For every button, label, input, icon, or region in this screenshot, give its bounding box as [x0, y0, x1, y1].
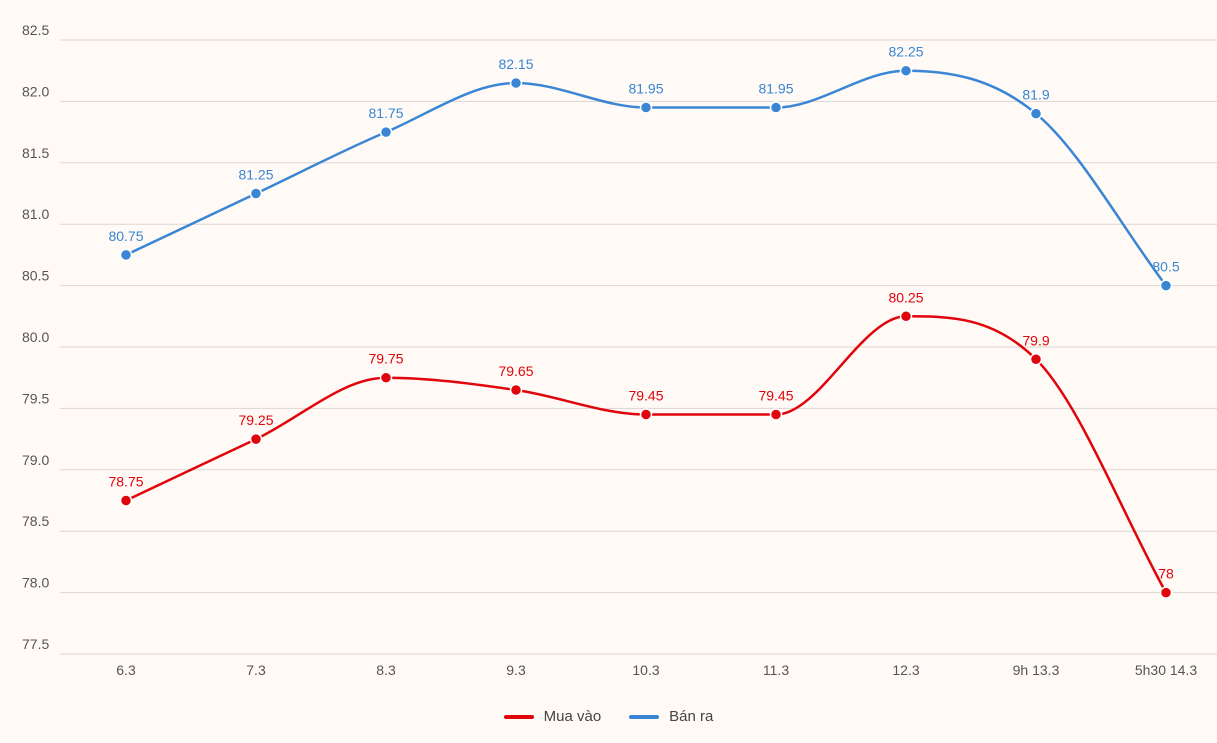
- y-tick-label: 82.0: [22, 83, 49, 99]
- data-point[interactable]: [899, 310, 913, 323]
- data-point[interactable]: [379, 125, 393, 139]
- data-point[interactable]: [1159, 586, 1173, 599]
- data-point[interactable]: [769, 408, 783, 421]
- data-label: 81.95: [758, 81, 793, 97]
- data-label: 79.75: [368, 351, 403, 367]
- data-point[interactable]: [509, 76, 523, 90]
- legend: Mua vào Bán ra: [0, 708, 1217, 725]
- y-tick-label: 81.0: [22, 206, 49, 222]
- grid-lines: [60, 39, 1217, 655]
- data-point[interactable]: [119, 494, 133, 507]
- y-tick-label: 79.0: [22, 452, 49, 468]
- data-point[interactable]: [1159, 279, 1173, 292]
- data-label: 79.65: [498, 363, 533, 379]
- x-tick-label: 6.3: [116, 662, 136, 678]
- data-label: 81.25: [238, 167, 273, 183]
- legend-swatch-buy: [503, 714, 534, 719]
- data-label: 82.25: [888, 44, 923, 60]
- data-label: 80.5: [1152, 259, 1179, 275]
- x-tick-label: 7.3: [246, 662, 266, 678]
- data-label: 81.95: [628, 81, 663, 97]
- series-1: 80.75 81.25 81.75 82.15 81.95 81.95 82.25 81.9 8…: [108, 44, 1180, 292]
- y-tick-label: 82.5: [22, 22, 49, 38]
- x-tick-label: 9.3: [506, 662, 526, 678]
- y-tick-label: 78.0: [22, 575, 49, 591]
- data-label: 79.9: [1022, 332, 1049, 348]
- data-label: 79.45: [758, 388, 793, 404]
- y-tick-label: 79.5: [22, 390, 49, 406]
- data-point[interactable]: [379, 371, 393, 384]
- data-label: 78: [1158, 566, 1174, 582]
- data-label: 81.9: [1022, 87, 1049, 103]
- data-label: 81.75: [368, 105, 403, 121]
- data-point[interactable]: [509, 383, 523, 397]
- data-point[interactable]: [249, 432, 263, 446]
- y-axis-ticks: 77.5 78.0 78.5 79.0 79.5 80.0 80.5 81.0 81.5 82.0…: [22, 22, 49, 652]
- data-point[interactable]: [639, 101, 653, 114]
- data-label: 82.15: [498, 56, 533, 72]
- x-tick-label: 12.3: [892, 662, 919, 678]
- data-label: 80.75: [108, 228, 143, 244]
- data-point[interactable]: [1029, 107, 1043, 120]
- x-tick-label: 10.3: [632, 662, 659, 678]
- data-point[interactable]: [1029, 353, 1043, 366]
- data-label: 80.25: [888, 289, 923, 305]
- x-tick-label: 8.3: [376, 662, 396, 678]
- x-tick-label: 11.3: [763, 662, 789, 678]
- series-0: 78.75 79.25 79.75 79.65 79.45 79.45 80.25 79.9 7…: [108, 289, 1174, 599]
- line-chart: 77.5 78.0 78.5 79.0 79.5 80.0 80.5 81.0 81.5 82.0…: [22, 22, 1217, 678]
- legend-label-buy: Mua vào: [543, 708, 602, 725]
- series-line: [125, 315, 1168, 594]
- data-label: 79.45: [628, 388, 663, 404]
- x-tick-label: 5h30 14.3: [1135, 662, 1197, 678]
- data-point[interactable]: [899, 64, 913, 77]
- data-point[interactable]: [769, 101, 783, 114]
- x-axis-ticks: 6.3 7.3 8.3 9.3 10.3 11.3 12.3 9h 13.3 5h30 14.3: [116, 662, 1197, 678]
- y-tick-label: 80.5: [22, 268, 49, 284]
- y-tick-label: 80.0: [22, 329, 49, 345]
- data-point[interactable]: [119, 248, 133, 262]
- data-point[interactable]: [249, 187, 263, 200]
- legend-label-sell: Bán ra: [669, 708, 714, 725]
- y-tick-label: 77.5: [22, 636, 49, 652]
- legend-swatch-sell: [629, 714, 660, 719]
- x-tick-label: 9h 13.3: [1013, 662, 1060, 678]
- series-lines: 78.75 79.25 79.75 79.65 79.45 79.45 80.25 79.9 7…: [108, 44, 1180, 599]
- legend-item-buy[interactable]: Mua vào: [503, 708, 602, 725]
- y-tick-label: 81.5: [22, 145, 49, 161]
- data-label: 78.75: [108, 474, 143, 490]
- data-point[interactable]: [639, 408, 653, 421]
- legend-item-sell[interactable]: Bán ra: [629, 708, 713, 725]
- y-tick-label: 78.5: [22, 513, 49, 529]
- data-label: 79.25: [238, 412, 273, 428]
